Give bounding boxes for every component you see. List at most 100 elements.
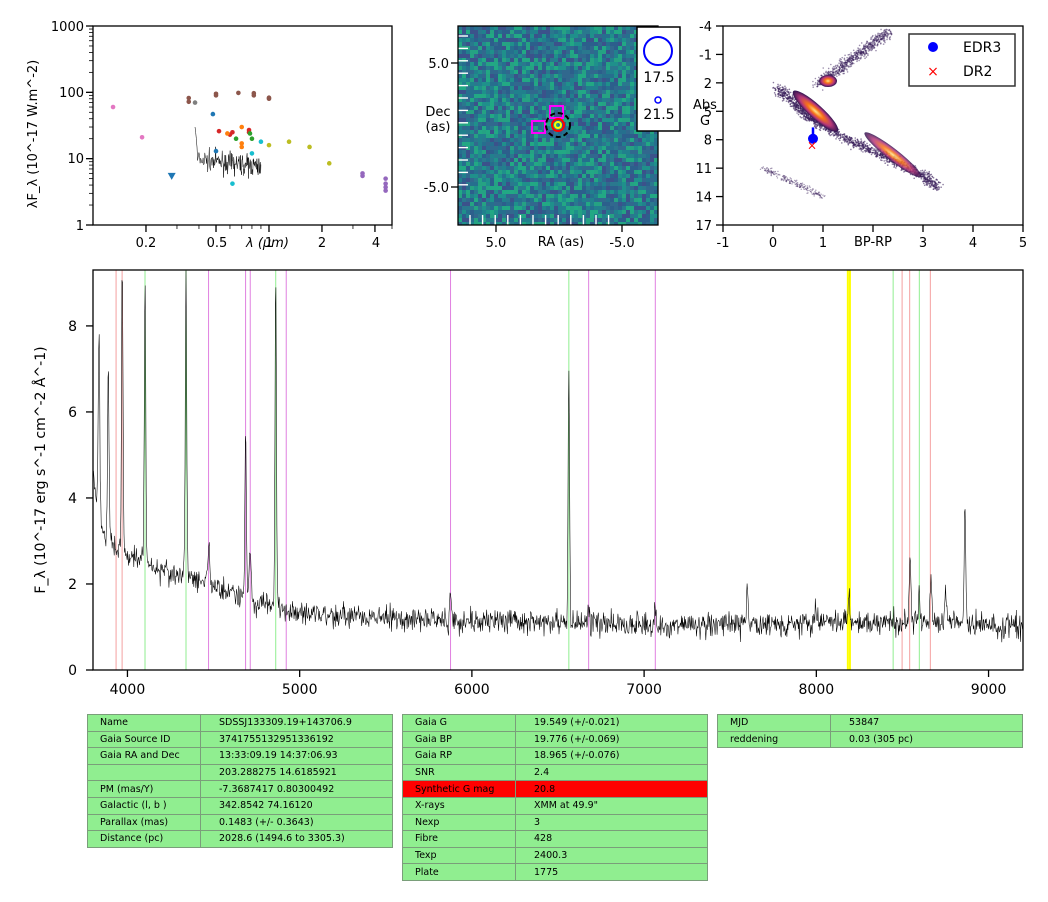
cutout-pixel xyxy=(574,74,578,78)
cutout-pixel xyxy=(562,58,566,62)
cutout-pixel xyxy=(506,74,510,78)
cutout-pixel xyxy=(494,70,498,74)
cutout-pixel xyxy=(482,222,486,225)
cutout-pixel xyxy=(510,182,514,186)
cutout-pixel xyxy=(606,90,610,94)
cutout-pixel xyxy=(554,110,558,114)
hrd-star xyxy=(893,166,895,168)
cutout-pixel xyxy=(538,26,542,30)
cutout-pixel xyxy=(458,30,462,34)
hrd-star xyxy=(837,135,839,137)
cutout-pixel xyxy=(514,210,518,214)
hrd-star xyxy=(836,70,838,73)
hrd-star xyxy=(783,176,786,178)
cutout-pixel xyxy=(574,38,578,42)
cutout-pixel xyxy=(510,194,514,198)
cutout-pixel xyxy=(598,98,602,102)
cutout-pixel xyxy=(558,74,562,78)
cutout-pixel xyxy=(590,38,594,42)
cutout-pixel xyxy=(546,142,550,146)
cutout-pixel xyxy=(482,170,486,174)
hrd-star xyxy=(886,31,888,34)
hrd-star xyxy=(823,73,826,76)
cutout-pixel xyxy=(470,138,474,142)
hrd-star xyxy=(818,194,821,197)
cutout-pixel xyxy=(554,210,558,214)
hrd-star xyxy=(771,171,774,173)
hrd-star xyxy=(799,185,801,188)
cutout-pixel xyxy=(546,134,550,138)
cutout-pixel xyxy=(478,146,482,150)
cutout-pixel xyxy=(598,46,602,50)
cutout-pixel xyxy=(542,222,546,225)
cutout-pixel xyxy=(514,38,518,42)
cutout-pixel xyxy=(530,86,534,90)
cutout-pixel xyxy=(598,182,602,186)
cutout-pixel xyxy=(470,190,474,194)
cutout-pixel xyxy=(554,34,558,38)
cutout-pixel xyxy=(566,90,570,94)
hrd-star xyxy=(815,189,817,191)
cutout-pixel xyxy=(486,162,490,166)
hrd-star xyxy=(926,182,929,184)
cutout-pixel xyxy=(598,66,602,70)
cutout-pixel xyxy=(542,170,546,174)
cutout-pixel xyxy=(546,158,550,162)
hrd-star xyxy=(864,46,867,48)
hrd-star xyxy=(789,95,791,98)
cutout-pixel xyxy=(518,126,522,130)
hrd-star xyxy=(766,169,768,172)
hrd-star xyxy=(883,36,885,39)
cutout-pixel xyxy=(542,62,546,66)
cutout-pixel xyxy=(466,54,470,58)
cutout-pixel xyxy=(478,166,482,170)
cutout-pixel xyxy=(614,110,618,114)
cutout-pixel xyxy=(518,154,522,158)
hrd-star xyxy=(864,49,867,52)
cutout-pixel xyxy=(610,62,614,66)
hrd-star xyxy=(840,70,843,73)
sed-point-blue xyxy=(210,111,216,117)
cutout-pixel xyxy=(474,182,478,186)
cutout-pixel xyxy=(486,138,490,142)
cutout-pixel xyxy=(646,214,650,218)
cutout-pixel xyxy=(578,150,582,154)
hrd-star xyxy=(804,118,806,121)
cutout-legend: 17.5 21.5 xyxy=(636,26,681,132)
hrd-star xyxy=(770,174,772,177)
cutout-pixel xyxy=(630,94,634,98)
hrd-xtick-label: 3 xyxy=(919,236,927,251)
cutout-pixel xyxy=(622,94,626,98)
cutout-pixel xyxy=(586,66,590,70)
cutout-pixel xyxy=(506,42,510,46)
hrd-star xyxy=(780,90,783,92)
cutout-pixel xyxy=(590,198,594,202)
cutout-pixel xyxy=(542,58,546,62)
hrd-star xyxy=(797,185,799,187)
cutout-pixel xyxy=(618,142,622,146)
hrd-star xyxy=(843,57,846,60)
hrd-ytick-label: 5 xyxy=(704,105,712,120)
cutout-pixel xyxy=(618,42,622,46)
cutout-pixel xyxy=(594,78,598,82)
cutout-pixel xyxy=(558,114,562,118)
cutout-pixel xyxy=(622,50,626,54)
cutout-pixel xyxy=(570,78,574,82)
hrd-star xyxy=(922,182,925,185)
cutout-pixel xyxy=(506,126,510,130)
cutout-pixel xyxy=(490,146,494,150)
hrd-star xyxy=(843,141,846,143)
cutout-pixel xyxy=(614,50,618,54)
hrd-star xyxy=(780,179,783,181)
sed-xtick-4: 4 xyxy=(372,236,380,251)
cutout-pixel xyxy=(554,54,558,58)
hrd-star xyxy=(846,136,848,138)
cutout-pixel xyxy=(486,42,490,46)
cutout-pixel xyxy=(578,210,582,214)
hrd-star xyxy=(798,110,801,113)
cutout-pixel xyxy=(506,198,510,202)
cutout-pixel xyxy=(558,206,562,210)
hrd-star xyxy=(877,150,880,153)
cutout-pixel xyxy=(550,114,554,118)
cutout-pixel xyxy=(514,222,518,225)
